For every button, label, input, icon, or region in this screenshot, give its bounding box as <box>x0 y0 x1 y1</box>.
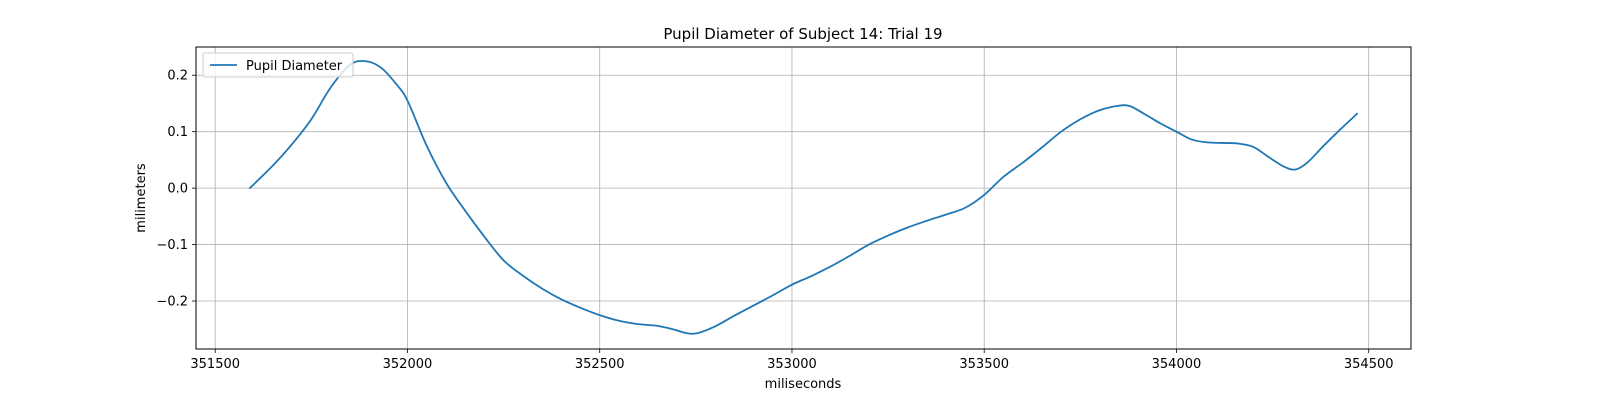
chart-title: Pupil Diameter of Subject 14: Trial 19 <box>663 25 942 43</box>
x-tick-label: 352500 <box>575 357 625 372</box>
series-layer <box>248 60 1359 335</box>
y-tick-label: −0.2 <box>156 295 188 310</box>
y-tick-label: −0.1 <box>156 238 188 253</box>
x-tick-label: 353000 <box>767 357 817 372</box>
x-tick-label: 354000 <box>1152 357 1202 372</box>
x-axis-label: miliseconds <box>765 377 842 392</box>
legend: Pupil Diameter <box>202 52 354 78</box>
x-tick-label: 351500 <box>190 357 240 372</box>
x-tick-label: 352000 <box>383 357 433 372</box>
legend-label-pupil-diameter: Pupil Diameter <box>246 59 343 74</box>
y-axis-label: milimeters <box>134 163 149 233</box>
ticks: 351500 352000 352500 353000 353500 354000 3545… <box>156 69 1393 372</box>
x-tick-label: 354500 <box>1344 357 1394 372</box>
y-tick-label: 0.0 <box>167 182 188 197</box>
plot-area-frame <box>195 46 1412 350</box>
y-tick-label: 0.2 <box>167 69 188 84</box>
y-tick-label: 0.1 <box>167 125 188 140</box>
x-tick-label: 353500 <box>959 357 1009 372</box>
grid <box>196 47 1411 349</box>
legend-box <box>202 52 354 78</box>
series-line-pupil-diameter <box>248 60 1359 335</box>
